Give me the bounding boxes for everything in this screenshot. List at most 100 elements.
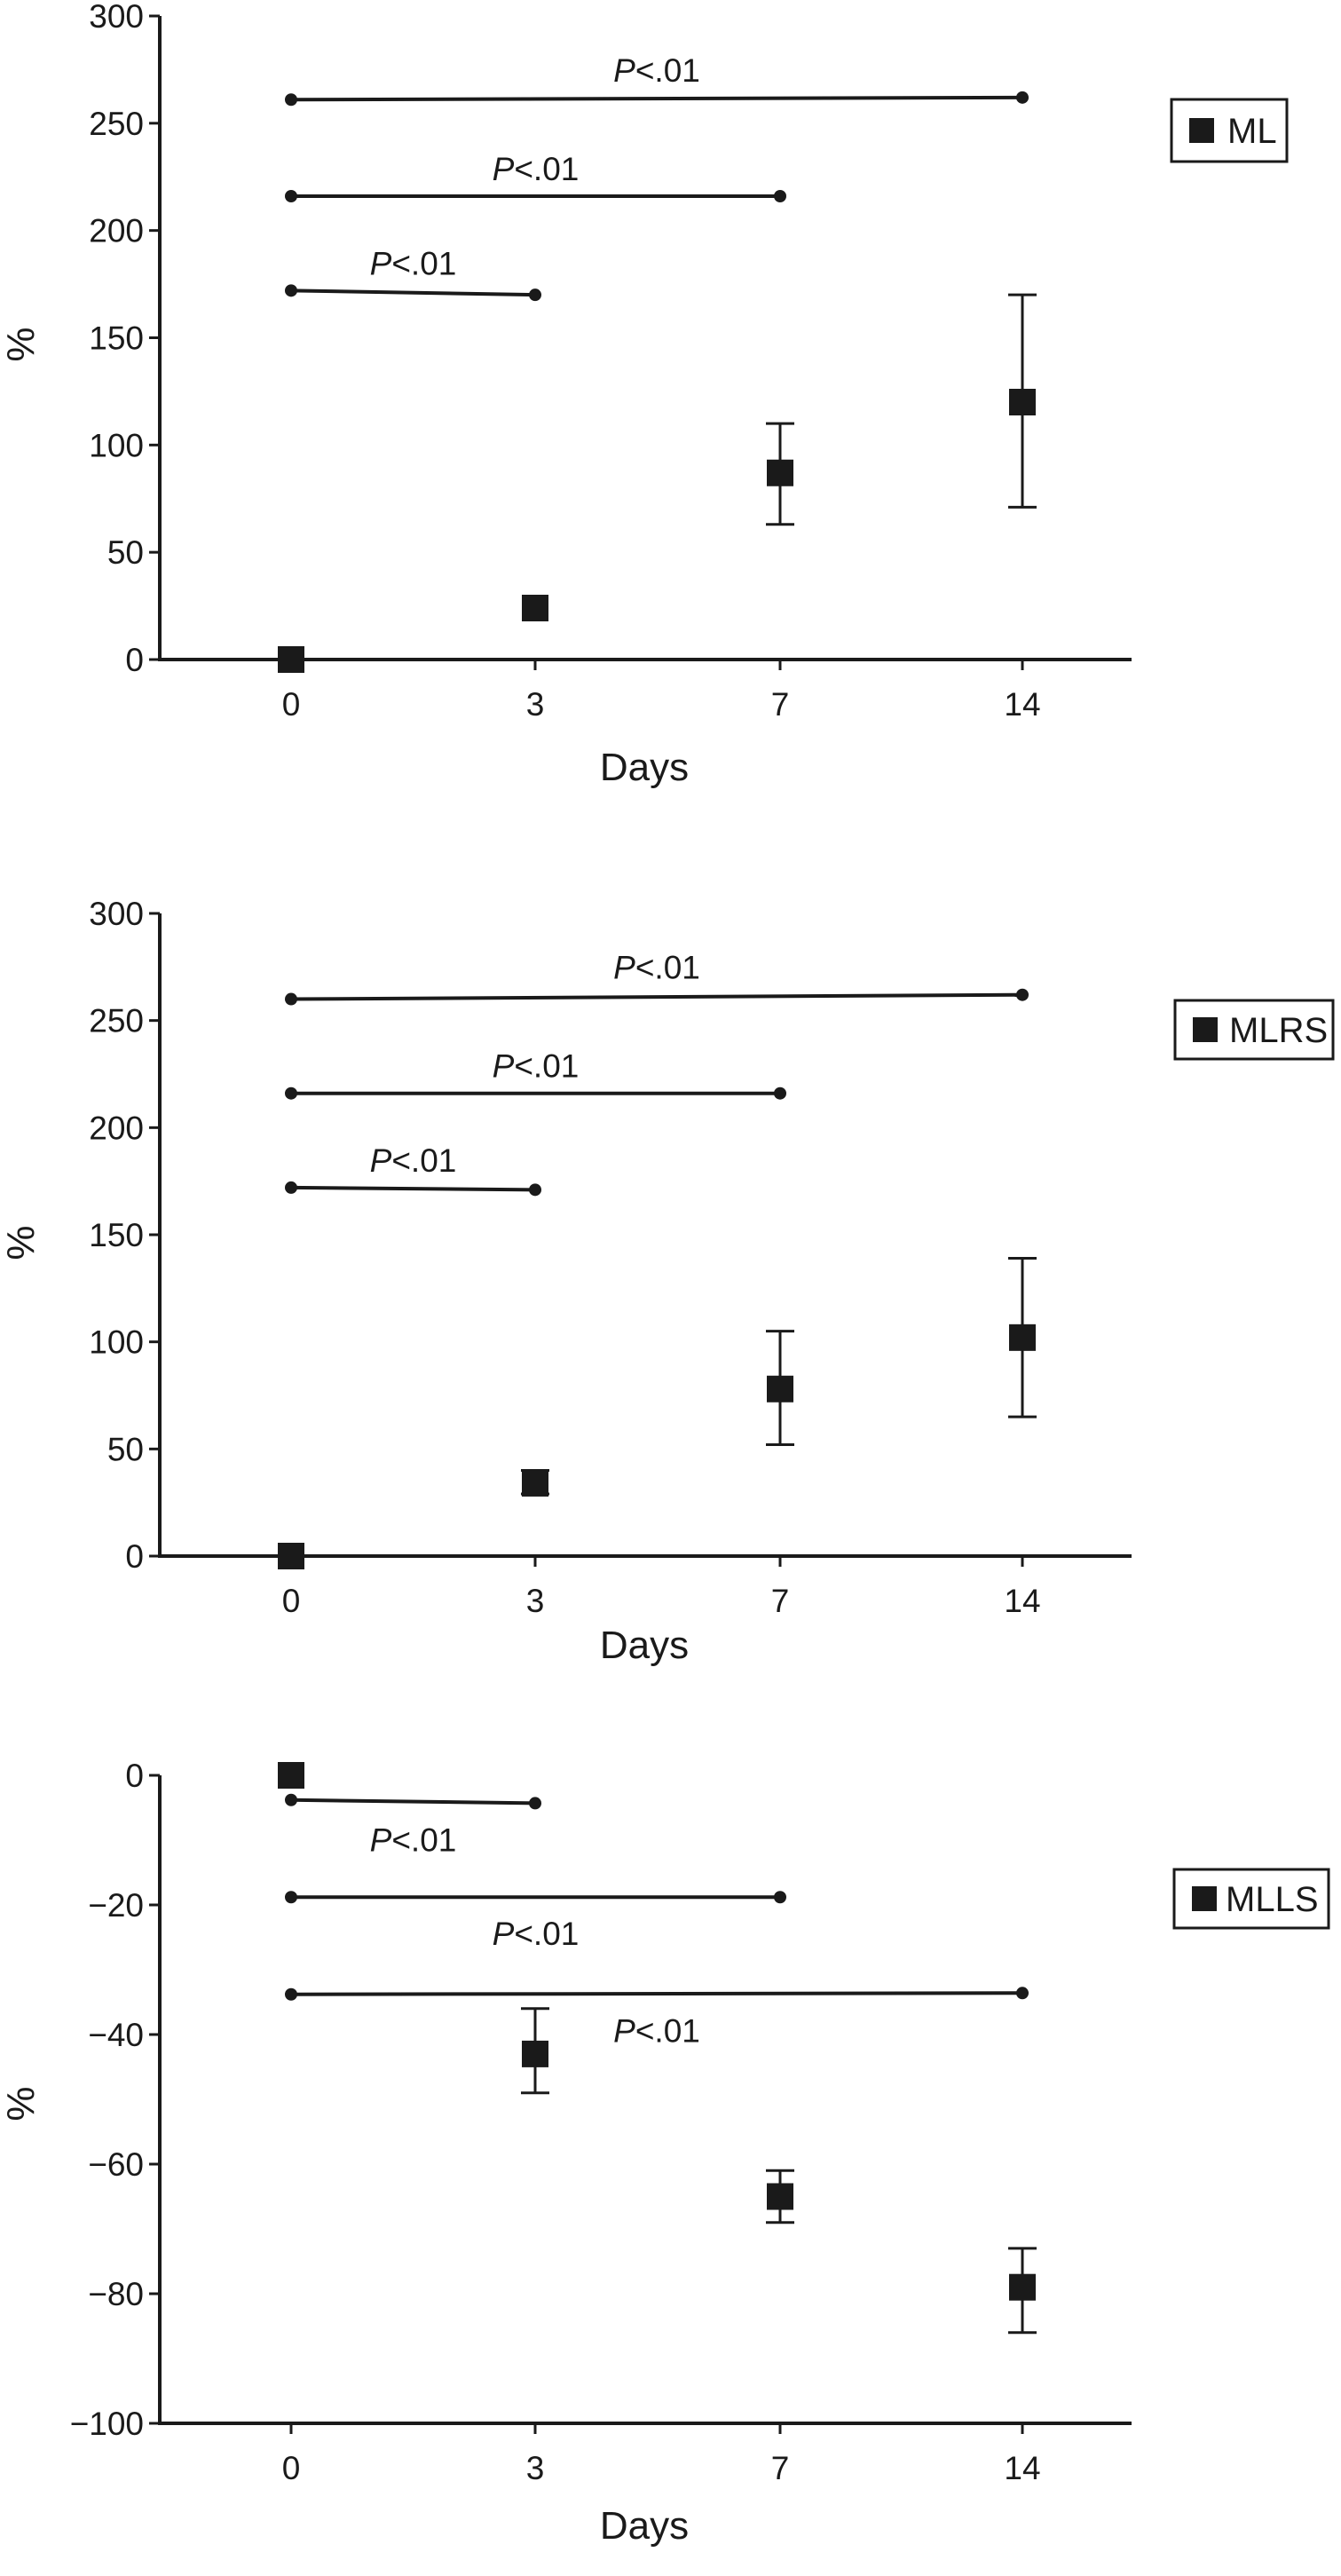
significance-line [290,992,1023,1001]
y-tick-label: 50 [107,534,144,571]
x-axis-title: Days [600,2504,689,2548]
significance-bar: P<.01 [285,1987,1029,2050]
p-value-label: P<.01 [493,1048,580,1085]
significance-line [290,288,536,297]
y-tick-label: 200 [89,213,144,249]
chart-panel-1: 0 50 100 150 200 250 300 0 3 7 14 Days% P<.01 P<.01 P<… [0,0,1289,789]
legend-label: MLRS [1229,1011,1328,1050]
significance-endpoint [774,1087,786,1100]
legend: ML [1170,98,1289,163]
chart-panel-2: 0 50 100 150 200 250 300 0 3 7 14 Days% P<.01 P<.01 P<… [0,896,1335,1667]
y-tick-label: 250 [89,106,144,142]
y-tick-label: 0 [125,1538,144,1575]
significance-endpoint [285,1891,297,1904]
significance-endpoint [529,1183,541,1197]
legend: MLRS [1173,999,1335,1061]
p-value-label: P<.01 [613,52,700,89]
y-tick-label: 50 [107,1431,144,1467]
data-point-marker [522,1469,548,1497]
y-tick-label: 100 [89,1324,144,1361]
data-point-marker [767,1375,793,1403]
significance-bar: P<.01 [285,1142,541,1197]
significance-line [290,1991,1023,1996]
x-axis-title: Days [600,746,689,789]
significance-endpoint [285,1087,297,1100]
x-tick-label: 14 [1004,686,1040,723]
significance-bar: P<.01 [285,1048,786,1100]
x-tick-label: 3 [526,2450,545,2486]
y-tick-label: 0 [125,1758,144,1794]
legend-marker [1193,1017,1218,1042]
significance-bar: P<.01 [285,1793,541,1858]
y-tick-label: 300 [89,896,144,932]
y-axis-title: % [0,327,43,361]
y-tick-label: −20 [88,1887,144,1924]
significance-endpoint [285,1181,297,1194]
significance-bar: P<.01 [285,1891,786,1952]
x-tick-label: 7 [771,2450,790,2486]
data-point-marker [278,646,304,673]
p-value-label: P<.01 [370,1142,457,1179]
p-value-label: P<.01 [613,950,700,986]
y-tick-label: 300 [89,0,144,35]
x-tick-label: 0 [282,2450,301,2486]
y-axis-title: % [0,2086,43,2121]
y-tick-label: 250 [89,1003,144,1039]
legend-marker [1192,1886,1217,1911]
x-tick-label: 0 [282,1583,301,1619]
y-tick-label: −80 [88,2276,144,2312]
significance-line [290,1798,536,1806]
significance-endpoint [285,1987,297,2001]
significance-endpoint [285,190,297,202]
significance-endpoint [529,1797,541,1810]
legend-label: ML [1227,112,1277,151]
chart-panel-3: 0 −20 −40 −60 −80 −100 0 3 7 14 Days% P<.01 P<.01 P<.… [0,1758,1330,2548]
y-tick-label: −60 [88,2146,144,2183]
data-point-marker [278,1762,304,1789]
data-point-marker [278,1543,304,1569]
p-value-label: P<.01 [370,245,457,281]
y-tick-label: 100 [89,427,144,463]
data-point-marker [1009,2273,1036,2301]
significance-endpoint [774,1891,786,1904]
significance-endpoint [285,284,297,297]
significance-endpoint [1016,1987,1029,2000]
y-tick-label: −100 [70,2406,144,2442]
x-tick-label: 7 [771,686,790,723]
significance-line [290,95,1023,102]
significance-bar: P<.01 [285,245,541,302]
x-tick-label: 7 [771,1583,790,1619]
x-tick-label: 14 [1004,1583,1040,1619]
significance-endpoint [285,992,297,1006]
significance-endpoint [1016,91,1029,104]
legend: MLLS [1172,1868,1330,1930]
data-point-marker [1009,389,1036,415]
x-tick-label: 0 [282,686,301,723]
x-tick-label: 3 [526,686,545,723]
significance-endpoint [529,288,541,302]
legend-box [1172,1868,1330,1930]
significance-endpoint [285,1793,297,1806]
p-value-label: P<.01 [493,1916,580,1952]
data-point-marker [767,459,793,486]
significance-endpoint [774,190,786,202]
data-point-marker [522,2040,548,2067]
p-value-label: P<.01 [493,151,580,187]
y-tick-label: −40 [88,2017,144,2053]
significance-endpoint [1016,988,1029,1001]
p-value-label: P<.01 [613,2013,700,2050]
y-axis-title: % [0,1225,43,1260]
legend-label: MLLS [1226,1880,1319,1919]
significance-bar: P<.01 [285,52,1029,107]
data-point-marker [1009,1324,1036,1351]
significance-bar: P<.01 [285,151,786,202]
x-axis-title: Days [600,1624,689,1667]
data-point-marker [522,595,548,621]
significance-bar: P<.01 [285,950,1029,1006]
x-tick-label: 14 [1004,2450,1040,2486]
x-tick-label: 3 [526,1583,545,1619]
y-tick-label: 150 [89,320,144,357]
y-tick-label: 150 [89,1217,144,1253]
legend-marker [1189,118,1214,143]
